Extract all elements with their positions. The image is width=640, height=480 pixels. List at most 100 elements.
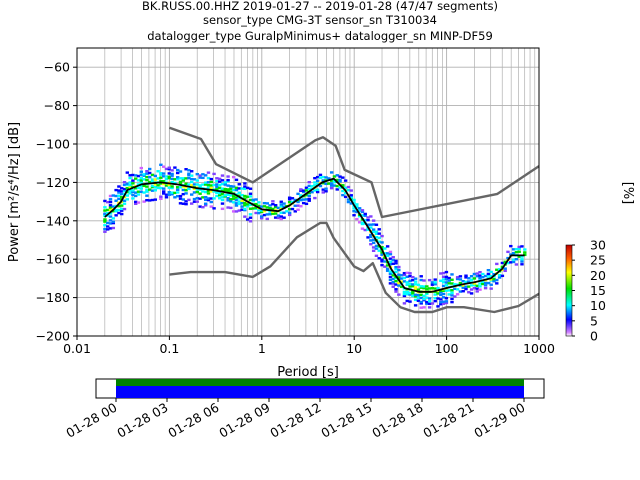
psd-cell	[167, 176, 171, 180]
psd-cell	[198, 188, 202, 191]
psd-cell	[380, 251, 384, 254]
psd-cell	[313, 181, 317, 184]
psd-cell	[394, 259, 398, 263]
psd-cell	[481, 280, 485, 283]
psd-cell	[234, 204, 239, 207]
psd-cell	[226, 206, 230, 209]
title-line-1: BK.RUSS.00.HHZ 2019-01-27 -- 2019-01-28 …	[142, 0, 498, 13]
psd-cell	[153, 189, 157, 192]
psd-cell	[321, 191, 325, 194]
psd-cell	[206, 183, 211, 187]
x-tick-label: 1000	[523, 341, 555, 356]
psd-cell	[402, 280, 407, 283]
psd-cell	[145, 194, 149, 197]
psd-cell	[427, 299, 432, 303]
psd-cell	[503, 269, 507, 273]
psd-cell	[198, 184, 202, 187]
psd-cell	[427, 297, 432, 300]
psd-cell	[170, 169, 174, 172]
psd-cell	[481, 282, 485, 286]
psd-cell	[220, 192, 225, 196]
psd-cell	[248, 207, 253, 210]
psd-cell	[441, 281, 446, 284]
psd-cell	[248, 192, 253, 195]
psd-cell	[301, 190, 306, 194]
psd-cell	[178, 186, 183, 189]
psd-cell	[265, 202, 269, 205]
psd-cell	[268, 213, 272, 216]
psd-cell	[419, 296, 423, 300]
psd-cell	[486, 274, 491, 277]
psd-cell	[243, 194, 247, 198]
psd-cell	[268, 210, 272, 213]
psd-cell	[248, 213, 253, 216]
psd-cell	[217, 186, 222, 190]
psd-cell	[139, 166, 144, 170]
psd-cell	[315, 182, 320, 186]
psd-cell	[377, 257, 381, 260]
psd-cell	[142, 178, 146, 181]
psd-cell	[388, 253, 393, 256]
psd-cell	[175, 171, 180, 175]
psd-cell	[296, 204, 300, 207]
psd-cell	[371, 219, 376, 222]
psd-cell	[161, 165, 166, 168]
psd-cell	[307, 184, 311, 188]
psd-cell	[405, 292, 409, 296]
psd-cell	[139, 184, 144, 188]
psd-cell	[346, 188, 351, 192]
psd-cell	[472, 272, 477, 276]
psd-cell	[257, 209, 261, 212]
psd-cell	[329, 186, 334, 190]
psd-cell	[385, 245, 390, 248]
psd-cell	[411, 278, 415, 282]
psd-cell	[352, 209, 356, 213]
psd-cell	[131, 179, 135, 182]
psd-cell	[422, 287, 426, 290]
psd-cell	[120, 207, 124, 211]
psd-cell	[164, 167, 169, 171]
psd-cell	[103, 224, 107, 227]
psd-cell	[212, 197, 216, 200]
psd-cell	[153, 186, 157, 189]
psd-cell	[226, 188, 230, 191]
psd-cell	[271, 203, 275, 206]
psd-cell	[240, 201, 244, 205]
psd-cell	[231, 185, 236, 188]
psd-cell	[425, 296, 429, 299]
psd-cell	[355, 217, 359, 221]
psd-cell	[481, 272, 485, 276]
psd-cell	[128, 189, 132, 192]
psd-cell	[122, 187, 127, 191]
psd-cell	[335, 184, 339, 188]
psd-cell	[178, 177, 183, 180]
psd-cell	[243, 187, 247, 191]
psd-cell	[360, 227, 365, 230]
psd-cell	[433, 293, 437, 296]
psd-cell	[282, 211, 286, 214]
psd-cell	[296, 192, 300, 196]
psd-cell	[122, 189, 127, 193]
psd-cell	[349, 189, 353, 192]
psd-cell	[343, 191, 348, 195]
psd-cell	[173, 181, 177, 185]
psd-cell	[433, 287, 437, 290]
psd-cell	[366, 216, 370, 219]
psd-cell	[472, 282, 477, 285]
psd-cell	[153, 198, 157, 201]
psd-cell	[223, 183, 227, 186]
psd-cell	[128, 174, 132, 177]
psd-cell	[413, 288, 418, 292]
psd-cell	[125, 186, 130, 190]
psd-cell	[178, 194, 183, 198]
psd-cell	[229, 194, 233, 197]
psd-cell	[173, 166, 177, 169]
psd-cell	[360, 210, 365, 214]
psd-cell	[357, 215, 362, 218]
psd-cell	[103, 214, 107, 217]
psd-cell	[296, 200, 300, 204]
psd-cell	[402, 294, 407, 298]
psd-cell	[164, 184, 169, 187]
psd-cell	[268, 206, 272, 210]
